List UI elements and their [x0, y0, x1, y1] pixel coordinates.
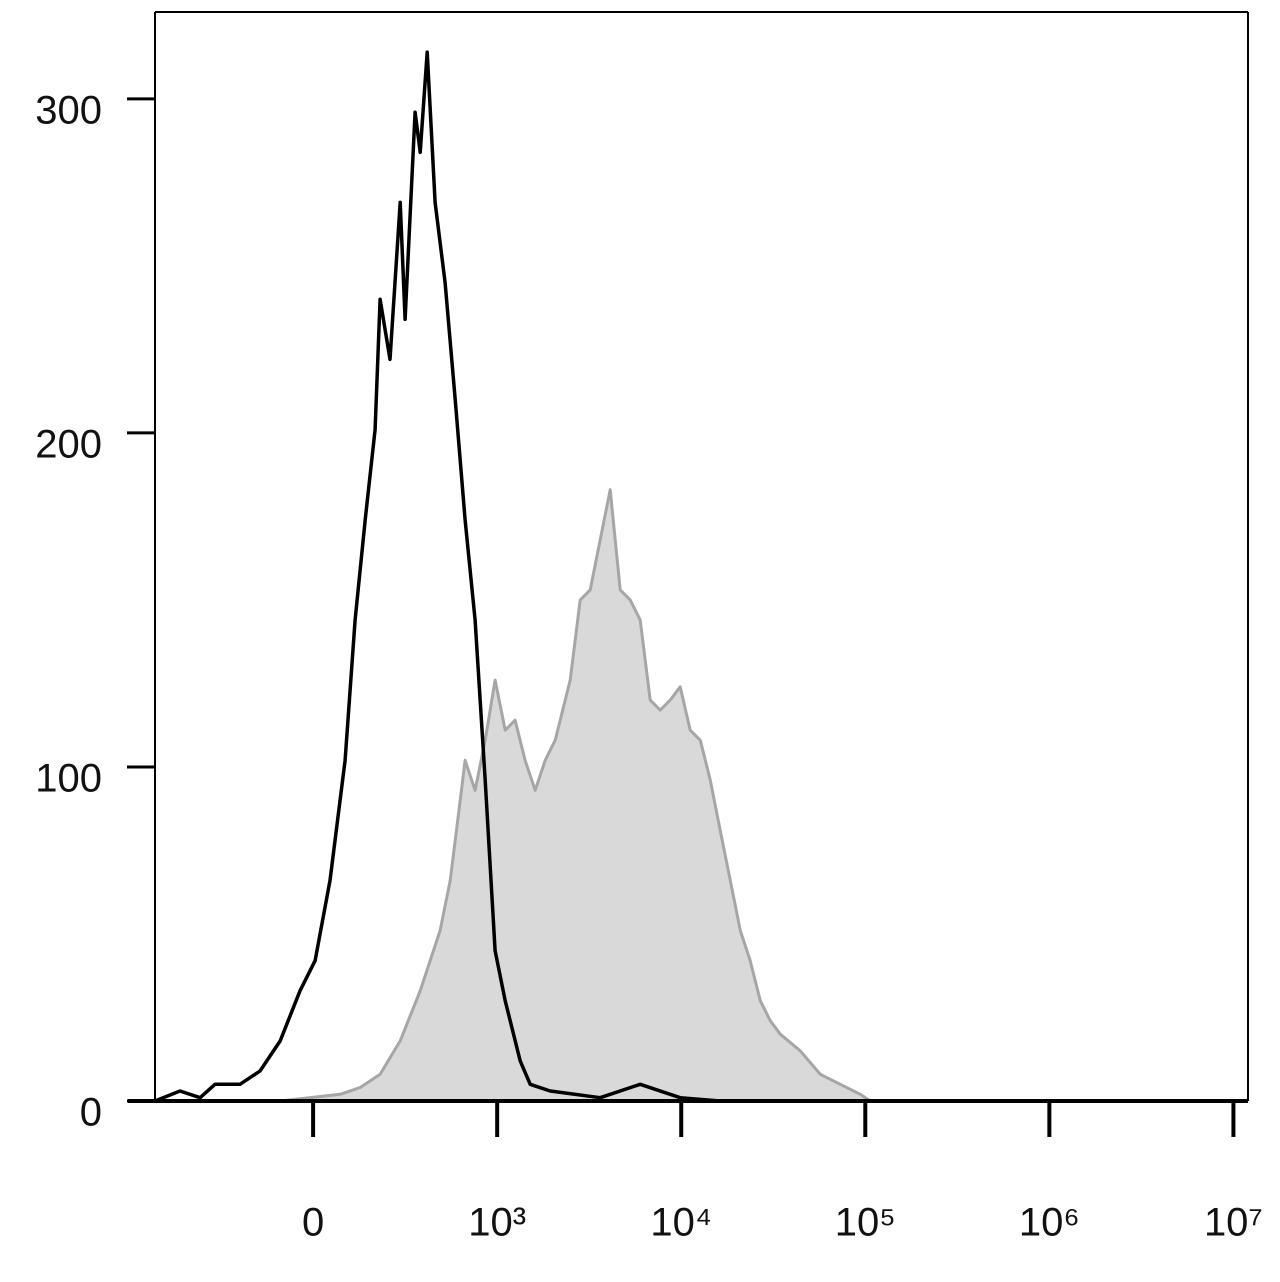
x-tick-label: 10³	[468, 1201, 526, 1245]
y-tick-label: 100	[35, 757, 102, 801]
y-tick-label: 0	[80, 1091, 102, 1135]
x-tick-label: 10⁴	[650, 1201, 712, 1245]
y-tick-label: 300	[35, 88, 102, 132]
x-tick-label: 10⁵	[835, 1201, 896, 1245]
x-tick-label: 10⁶	[1019, 1201, 1080, 1245]
area	[280, 489, 871, 1101]
line	[280, 488, 872, 1103]
line	[154, 50, 1248, 1103]
x-tick-label: 10⁷	[1204, 1201, 1263, 1245]
y-tick-label: 200	[35, 422, 102, 466]
x-tick-label: 0	[302, 1201, 324, 1245]
